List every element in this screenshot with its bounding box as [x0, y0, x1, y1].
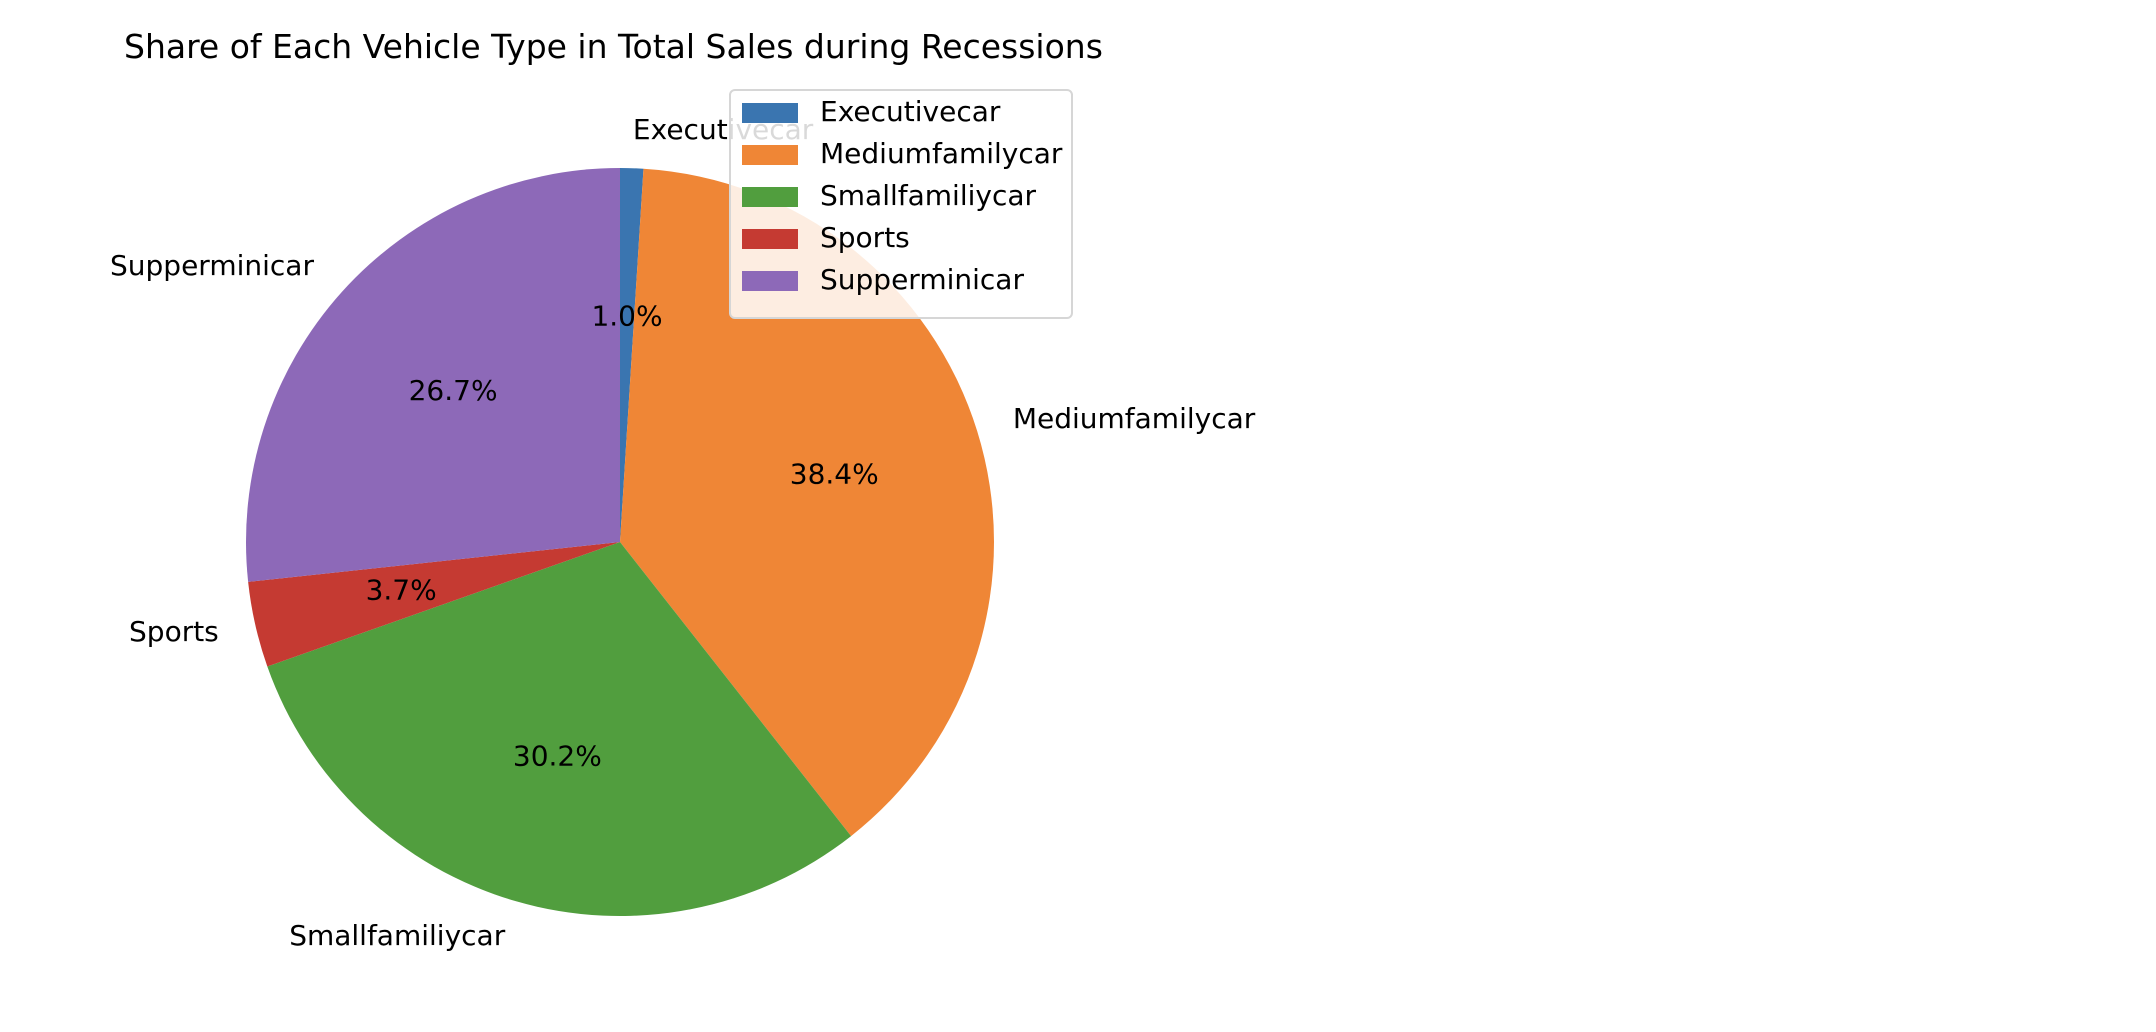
- slice-label-sports: Sports: [129, 615, 219, 648]
- pie-slices: [246, 168, 995, 916]
- slice-label-supperminicar: Supperminicar: [110, 249, 314, 282]
- slice-label-mediumfamilycar: Mediumfamilycar: [1013, 402, 1256, 435]
- pie-slice-executivecar: [620, 168, 644, 542]
- pie-slice-supperminicar: [246, 168, 621, 582]
- legend-label-executivecar: Executivecar: [820, 95, 1001, 128]
- percent-label-sports: 3.7%: [366, 574, 437, 607]
- percent-label-mediumfamilycar: 38.4%: [790, 457, 879, 490]
- legend-label-supperminicar: Supperminicar: [820, 263, 1024, 296]
- legend-frame: [729, 89, 1073, 319]
- percent-label-smallfamiliycar: 30.2%: [513, 739, 602, 772]
- legend-swatch-sports: [742, 229, 798, 249]
- percent-label-supperminicar: 26.7%: [409, 374, 498, 407]
- legend: Executivecar Mediumfamilycar Smallfamiliyc…: [729, 89, 1073, 319]
- legend-swatch-mediumfamilycar: [742, 145, 798, 165]
- legend-swatch-smallfamiliycar: [742, 187, 798, 207]
- legend-label-mediumfamilycar: Mediumfamilycar: [820, 137, 1063, 170]
- legend-label-smallfamiliycar: Smallfamiliycar: [820, 179, 1037, 212]
- chart-title: Share of Each Vehicle Type in Total Sale…: [124, 27, 1103, 66]
- legend-swatch-executivecar: [742, 103, 798, 123]
- pie-slice-sports: [248, 542, 620, 667]
- pie-slice-smallfamiliycar: [267, 542, 852, 916]
- slice-label-smallfamiliycar: Smallfamiliycar: [289, 919, 506, 952]
- slice-labels: ExecutivecarMediumfamilycarSmallfamiliyc…: [110, 113, 1256, 952]
- percent-label-executivecar: 1.0%: [591, 300, 662, 333]
- pie-slice-mediumfamilycar: [620, 168, 995, 837]
- legend-swatch-supperminicar: [742, 271, 798, 291]
- percent-labels: 1.0% 38.4% 30.2% 3.7% 26.7%: [366, 300, 879, 773]
- legend-label-sports: Sports: [820, 221, 910, 254]
